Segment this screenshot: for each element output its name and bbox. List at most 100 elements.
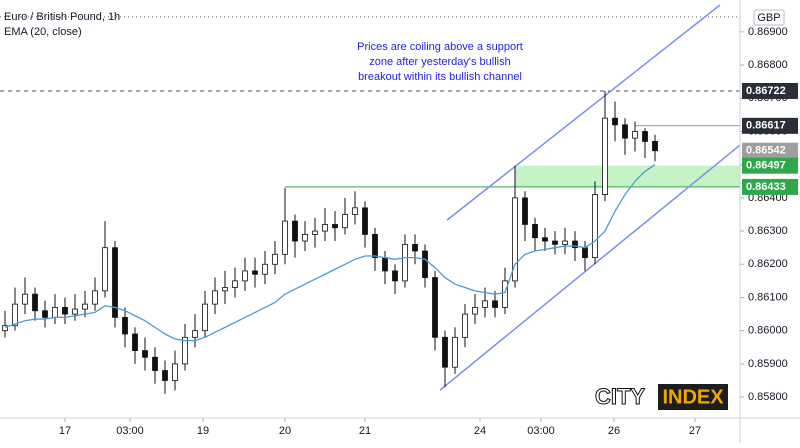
- candle-body: [362, 207, 368, 235]
- channel-line: [446, 4, 721, 221]
- candle-body: [372, 233, 378, 259]
- candle-body: [122, 317, 128, 335]
- x-tick-label: 26: [608, 425, 620, 437]
- price-label-box: [742, 142, 798, 159]
- candle-body: [252, 270, 258, 275]
- annotation: Prices are coiling above a support: [357, 41, 523, 53]
- price-label-box: [742, 178, 798, 195]
- candle-body: [172, 363, 178, 381]
- currency-box: [753, 9, 785, 26]
- candle-body: [22, 293, 28, 305]
- candle-body: [262, 263, 268, 275]
- candle-body: [642, 131, 648, 142]
- candle-body: [502, 280, 508, 308]
- y-tick-label: 0.86900: [748, 26, 788, 38]
- candle-body: [382, 257, 388, 272]
- y-tick-label: 0.86300: [748, 225, 788, 237]
- price-label: 0.86722: [746, 85, 786, 97]
- y-tick-label: 0.85800: [748, 391, 788, 403]
- candle-body: [42, 310, 48, 318]
- candle-body: [392, 270, 398, 282]
- x-tick-label: 03:00: [527, 425, 555, 437]
- price-label-box: [742, 157, 798, 174]
- candle-body: [632, 131, 638, 139]
- candle-body: [472, 307, 478, 315]
- candle-body: [222, 287, 228, 292]
- candle-body: [342, 214, 348, 229]
- y-tick-label: 0.86800: [748, 59, 788, 71]
- candle-body: [202, 303, 208, 332]
- candle-body: [412, 243, 418, 252]
- price-label: 0.86497: [746, 160, 786, 172]
- candle-body: [352, 207, 358, 215]
- candle-body: [422, 250, 428, 278]
- candle-body: [112, 247, 118, 318]
- candle-body: [592, 194, 598, 259]
- price-label: 0.86617: [746, 120, 786, 132]
- x-tick-label: 21: [359, 425, 371, 437]
- candle-body: [92, 290, 98, 305]
- candle-body: [312, 230, 318, 235]
- logo-text: CITY: [595, 384, 645, 409]
- candle-body: [302, 233, 308, 242]
- chart-title: Euro / British Pound, 1h: [4, 11, 120, 23]
- x-tick-label: 27: [689, 425, 701, 437]
- candle-body: [602, 117, 608, 195]
- candle-body: [402, 243, 408, 282]
- y-tick-label: 0.86200: [748, 258, 788, 270]
- logo-box: [658, 384, 728, 410]
- y-tick-label: 0.86000: [748, 325, 788, 337]
- candle-body: [182, 336, 188, 365]
- candle-body: [482, 300, 488, 308]
- candle-body: [322, 224, 328, 232]
- candle-body: [512, 197, 518, 282]
- price-label: 0.86542: [746, 145, 786, 157]
- candle-body: [442, 336, 448, 368]
- candle-body: [142, 350, 148, 358]
- x-tick-label: 19: [197, 425, 209, 437]
- price-label-box: [742, 82, 798, 99]
- candle-body: [622, 124, 628, 139]
- candle-body: [652, 141, 658, 152]
- annotation: zone after yesterday's bullish: [369, 56, 511, 68]
- candle-body: [62, 307, 68, 315]
- candle-body: [82, 303, 88, 310]
- y-tick-label: 0.86100: [748, 291, 788, 303]
- candle-body: [332, 224, 338, 229]
- candle-body: [272, 253, 278, 265]
- candle-body: [212, 290, 218, 305]
- logo-text: INDEX: [662, 386, 724, 408]
- candle-body: [2, 325, 8, 332]
- candle-body: [132, 333, 138, 352]
- support-zone: [515, 165, 740, 187]
- candle-body: [282, 220, 288, 255]
- candle-body: [582, 247, 588, 259]
- candle-body: [542, 237, 548, 242]
- candle-body: [232, 280, 238, 288]
- price-label-box: [742, 117, 798, 134]
- candle-body: [292, 220, 298, 242]
- candle-body: [72, 308, 78, 315]
- y-tick-label: 0.85900: [748, 358, 788, 370]
- candle-body: [162, 370, 168, 381]
- x-tick-label: 17: [59, 425, 71, 437]
- annotation: breakout within its bullish channel: [358, 71, 522, 83]
- candle-body: [562, 240, 568, 245]
- candle-body: [452, 336, 458, 368]
- channel-line: [439, 144, 741, 391]
- candle-body: [572, 240, 578, 249]
- candle-body: [52, 307, 58, 318]
- candle-body: [192, 330, 198, 338]
- candle-body: [102, 247, 108, 292]
- candle-body: [552, 240, 558, 245]
- indicator-label: EMA (20, close): [4, 26, 82, 38]
- candle-body: [462, 313, 468, 338]
- x-tick-label: 20: [279, 425, 291, 437]
- candle-body: [32, 293, 38, 312]
- x-tick-label: 24: [474, 425, 486, 437]
- ema-line: [4, 164, 656, 342]
- candle-body: [532, 224, 538, 239]
- candle-body: [492, 300, 498, 308]
